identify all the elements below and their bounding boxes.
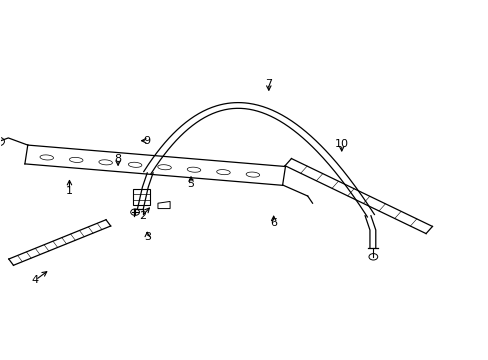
Text: 2: 2: [139, 211, 145, 221]
Text: 5: 5: [187, 179, 194, 189]
Text: 4: 4: [32, 275, 39, 285]
Text: 7: 7: [264, 78, 272, 89]
Text: 10: 10: [334, 139, 348, 149]
Text: 8: 8: [114, 154, 122, 163]
Text: 6: 6: [270, 218, 277, 228]
Text: 9: 9: [143, 136, 150, 146]
Text: 1: 1: [66, 186, 73, 196]
Text: 3: 3: [143, 232, 150, 242]
